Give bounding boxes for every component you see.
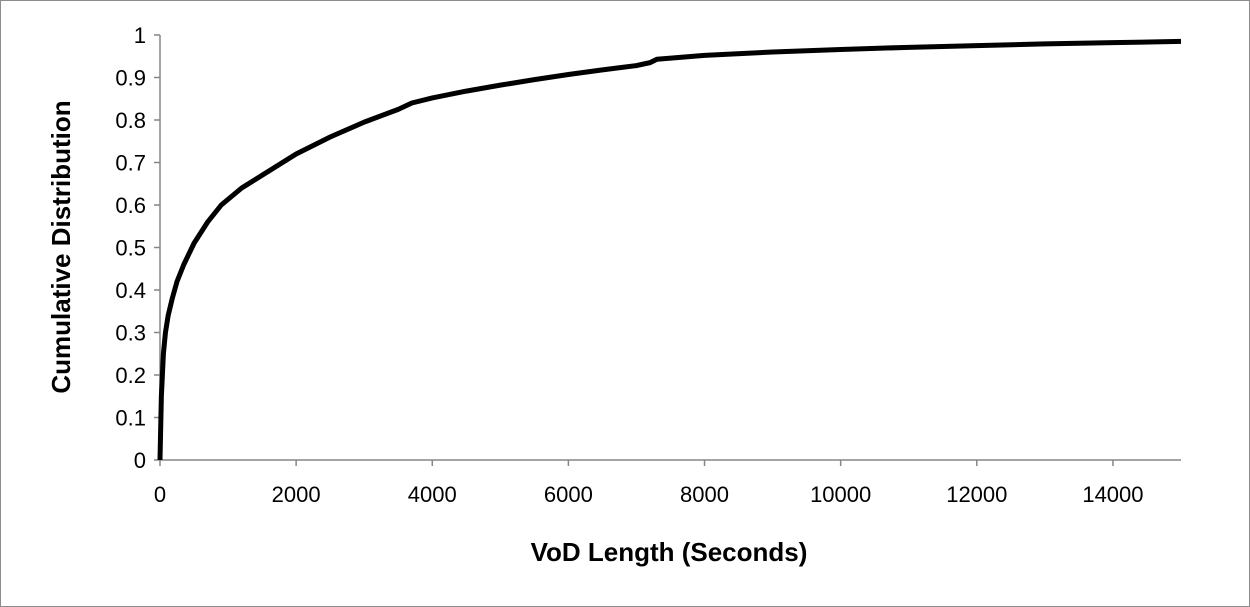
y-tick-label: 1 [134, 23, 146, 48]
axes [159, 35, 1181, 461]
y-tick-label: 0.9 [115, 66, 146, 91]
y-tick-label: 0.8 [115, 108, 146, 133]
x-tick-label: 4000 [408, 482, 457, 507]
x-tick-label: 6000 [544, 482, 593, 507]
x-tick-label: 12000 [946, 482, 1007, 507]
y-tick-label: 0.1 [115, 406, 146, 431]
cdf-series-line [157, 38, 1182, 461]
x-tick-label: 2000 [272, 482, 321, 507]
x-tick-label: 10000 [810, 482, 871, 507]
y-tick-label: 0.3 [115, 321, 146, 346]
y-tick-label: 0 [134, 448, 146, 473]
x-tick-label: 8000 [680, 482, 729, 507]
x-tick-label: 14000 [1082, 482, 1143, 507]
y-axis-title: Cumulative Distribution [46, 100, 76, 393]
x-axis-title: VoD Length (Seconds) [531, 537, 808, 567]
y-tick-label: 0.6 [115, 193, 146, 218]
y-tick-label: 0.4 [115, 278, 146, 303]
y-tick-label: 0.7 [115, 151, 146, 176]
y-tick-label: 0.2 [115, 363, 146, 388]
y-tick-label: 0.5 [115, 236, 146, 261]
ticks: 0 0.1 0.2 0.3 0.4 0.5 0.6 0.7 0.8 0.9 1 0 2000 4000 60… [115, 23, 1143, 507]
x-tick-label: 0 [154, 482, 166, 507]
series-layer [157, 38, 1182, 461]
